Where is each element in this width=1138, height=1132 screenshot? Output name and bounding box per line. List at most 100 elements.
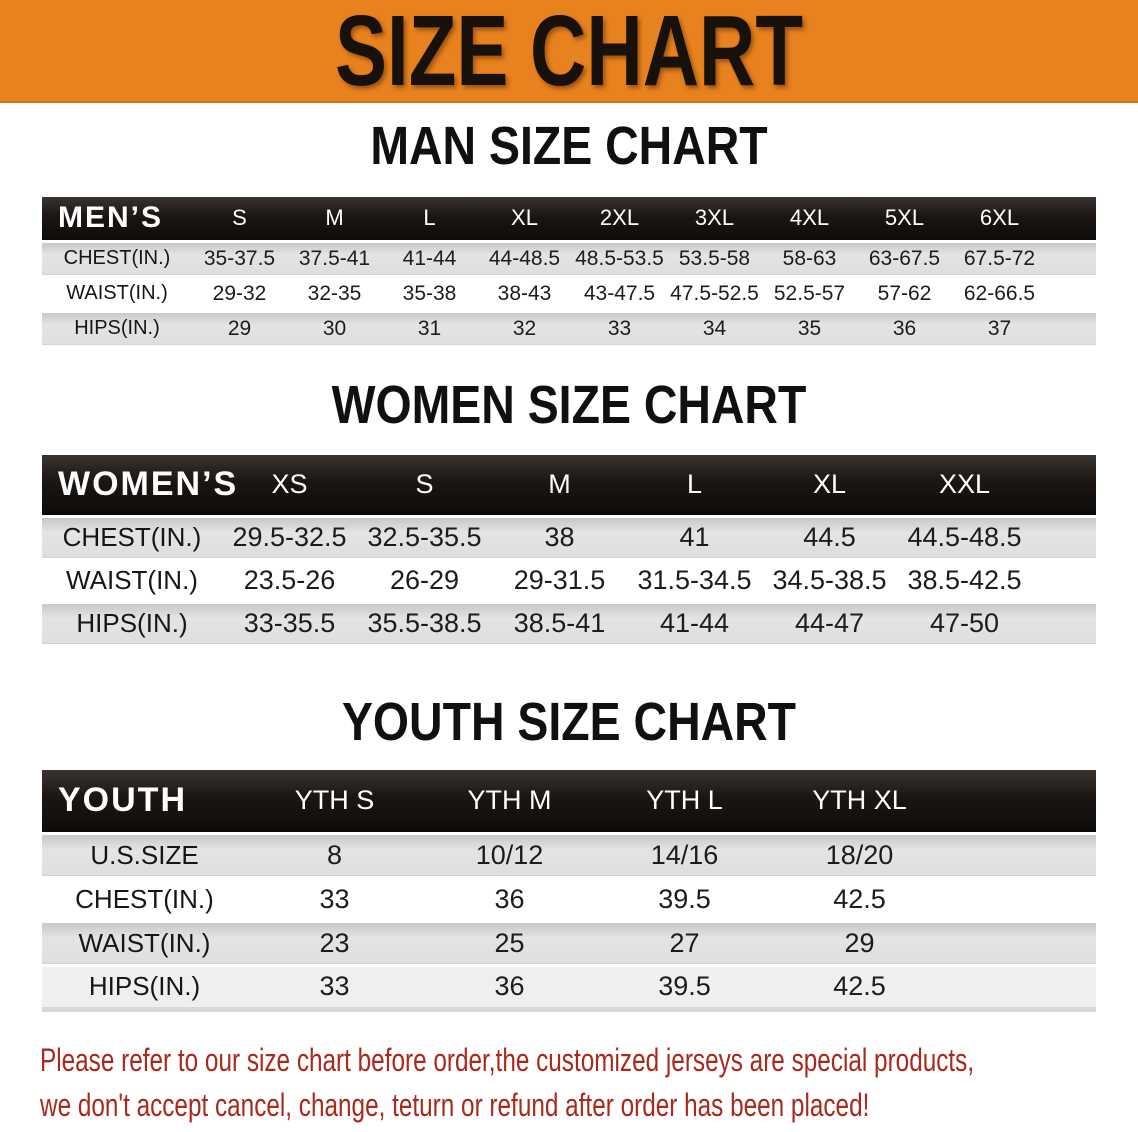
men-column-header-8: 5XL	[857, 197, 952, 243]
men-column-header-9: 6XL	[952, 197, 1047, 243]
row-label: WAIST(IN.)	[42, 559, 222, 604]
row-label: HIPS(IN.)	[42, 311, 192, 348]
size-value-cell: 27	[597, 921, 772, 967]
youth-column-header-1: YTH S	[247, 770, 422, 835]
men-column-header-3: L	[382, 197, 477, 243]
size-value-cell: 52.5-57	[762, 276, 857, 313]
men-size-chart-section: MAN SIZE CHART MEN’S S M L XL 2XL 3XL 4XL 5XL 6XL C…	[0, 118, 1138, 348]
youth-header-filler	[947, 770, 1096, 835]
size-value-cell: 48.5-53.5	[572, 241, 667, 278]
size-value-cell: 32.5-35.5	[357, 516, 492, 561]
row-filler	[1047, 241, 1096, 278]
size-value-cell: 34.5-38.5	[762, 559, 897, 604]
youth-section-title: YOUTH SIZE CHART	[0, 694, 1138, 750]
size-value-cell: 42.5	[772, 965, 947, 1011]
men-size-table: MEN’S S M L XL 2XL 3XL 4XL 5XL 6XL CHEST(IN.) 35-37…	[42, 197, 1096, 348]
row-label: U.S.SIZE	[42, 833, 247, 879]
youth-row-hips-in: HIPS(IN.) 33 36 39.5 42.5	[42, 965, 1096, 1011]
size-value-cell: 33	[572, 311, 667, 348]
row-filler	[1032, 559, 1096, 604]
men-header-filler	[1047, 197, 1096, 243]
size-value-cell: 18/20	[772, 833, 947, 879]
row-label: HIPS(IN.)	[42, 602, 222, 647]
women-row-hips-in: HIPS(IN.) 33-35.5 35.5-38.5 38.5-41 41-44 44-…	[42, 602, 1096, 647]
size-value-cell: 63-67.5	[857, 241, 952, 278]
row-filler	[1032, 516, 1096, 561]
size-value-cell: 39.5	[597, 965, 772, 1011]
size-value-cell: 62-66.5	[952, 276, 1047, 313]
women-section-title-text: WOMEN SIZE CHART	[331, 375, 807, 435]
size-value-cell: 29-31.5	[492, 559, 627, 604]
men-row-hips-in: HIPS(IN.) 29 30 31 32 33 34 35 36 37	[42, 311, 1096, 348]
row-label: CHEST(IN.)	[42, 877, 247, 923]
size-value-cell: 29.5-32.5	[222, 516, 357, 561]
size-value-cell: 32	[477, 311, 572, 348]
size-value-cell: 44.5	[762, 516, 897, 561]
size-value-cell: 32-35	[287, 276, 382, 313]
men-section-title: MAN SIZE CHART	[0, 118, 1138, 174]
size-value-cell: 8	[247, 833, 422, 879]
men-header-row: MEN’S S M L XL 2XL 3XL 4XL 5XL 6XL	[42, 197, 1096, 243]
women-header-row: WOMEN’S XS S M L XL XXL	[42, 455, 1096, 518]
row-label: WAIST(IN.)	[42, 921, 247, 967]
youth-column-header-4: YTH XL	[772, 770, 947, 835]
women-section-title: WOMEN SIZE CHART	[0, 377, 1138, 433]
row-filler	[1032, 602, 1096, 647]
youth-header-row: YOUTH YTH S YTH M YTH L YTH XL	[42, 770, 1096, 835]
size-value-cell: 35.5-38.5	[357, 602, 492, 647]
size-value-cell: 41-44	[382, 241, 477, 278]
women-column-header-2: S	[357, 455, 492, 518]
men-column-header-4: XL	[477, 197, 572, 243]
youth-column-header-3: YTH L	[597, 770, 772, 835]
size-value-cell: 36	[422, 877, 597, 923]
size-value-cell: 31	[382, 311, 477, 348]
men-column-header-7: 4XL	[762, 197, 857, 243]
size-value-cell: 53.5-58	[667, 241, 762, 278]
men-row-chest-in: CHEST(IN.) 35-37.5 37.5-41 41-44 44-48.5 48.5…	[42, 241, 1096, 278]
size-value-cell: 33	[247, 877, 422, 923]
size-value-cell: 33	[247, 965, 422, 1011]
women-row-chest-in: CHEST(IN.) 29.5-32.5 32.5-35.5 38 41 44.5 44.5…	[42, 516, 1096, 561]
size-value-cell: 57-62	[857, 276, 952, 313]
women-column-header-4: L	[627, 455, 762, 518]
youth-corner-label: YOUTH	[42, 770, 247, 835]
size-value-cell: 35-38	[382, 276, 477, 313]
size-value-cell: 23	[247, 921, 422, 967]
row-label: CHEST(IN.)	[42, 516, 222, 561]
size-value-cell: 47-50	[897, 602, 1032, 647]
size-value-cell: 37	[952, 311, 1047, 348]
men-column-header-1: S	[192, 197, 287, 243]
women-column-header-1: XS	[222, 455, 357, 518]
size-value-cell: 33-35.5	[222, 602, 357, 647]
size-value-cell: 34	[667, 311, 762, 348]
size-value-cell: 67.5-72	[952, 241, 1047, 278]
notice-line-1: Please refer to our size chart before or…	[40, 1042, 975, 1078]
size-value-cell: 38	[492, 516, 627, 561]
size-value-cell: 44-47	[762, 602, 897, 647]
size-value-cell: 31.5-34.5	[627, 559, 762, 604]
row-label: CHEST(IN.)	[42, 241, 192, 278]
size-value-cell: 37.5-41	[287, 241, 382, 278]
youth-row-waist-in: WAIST(IN.) 23 25 27 29	[42, 921, 1096, 967]
size-value-cell: 41	[627, 516, 762, 561]
youth-row-chest-in: CHEST(IN.) 33 36 39.5 42.5	[42, 877, 1096, 923]
size-value-cell: 14/16	[597, 833, 772, 879]
youth-row-u-s-size: U.S.SIZE 8 10/12 14/16 18/20	[42, 833, 1096, 879]
size-value-cell: 23.5-26	[222, 559, 357, 604]
men-section-title-text: MAN SIZE CHART	[370, 116, 768, 176]
size-value-cell: 43-47.5	[572, 276, 667, 313]
page-title: SIZE CHART	[335, 0, 803, 107]
men-column-header-6: 3XL	[667, 197, 762, 243]
women-column-header-3: M	[492, 455, 627, 518]
size-value-cell: 35-37.5	[192, 241, 287, 278]
size-value-cell: 44-48.5	[477, 241, 572, 278]
size-value-cell: 29	[192, 311, 287, 348]
size-value-cell: 41-44	[627, 602, 762, 647]
women-column-header-5: XL	[762, 455, 897, 518]
size-value-cell: 26-29	[357, 559, 492, 604]
size-value-cell: 38-43	[477, 276, 572, 313]
row-filler	[947, 965, 1096, 1011]
size-value-cell: 42.5	[772, 877, 947, 923]
youth-section-title-text: YOUTH SIZE CHART	[341, 692, 797, 752]
size-value-cell: 29-32	[192, 276, 287, 313]
